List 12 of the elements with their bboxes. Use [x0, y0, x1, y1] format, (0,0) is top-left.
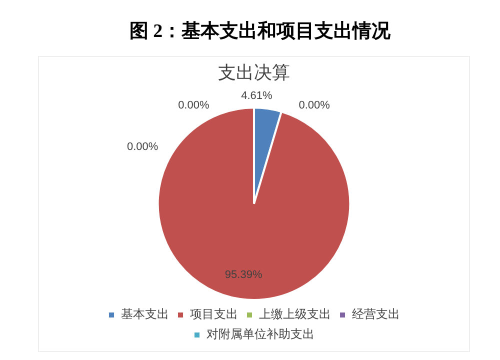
chart-title: 图 2：基本支出和项目支出情况 — [128, 20, 392, 44]
text: 0.00% — [178, 99, 210, 112]
text: 0.00% — [298, 99, 330, 112]
chart-subtitle: 支出决算 — [218, 62, 290, 84]
legend-label: 基本支出 — [121, 307, 169, 322]
text: 0.00% — [126, 141, 158, 154]
data-label: 4.61% — [241, 90, 272, 102]
legend-label: 对附属单位补助支出 — [206, 327, 314, 342]
legend-label: 项目支出 — [190, 307, 238, 322]
legend-label: 上缴上级支出 — [259, 307, 331, 322]
data-label: 95.39% — [224, 269, 262, 282]
legend-label: 经营支出 — [352, 307, 400, 322]
